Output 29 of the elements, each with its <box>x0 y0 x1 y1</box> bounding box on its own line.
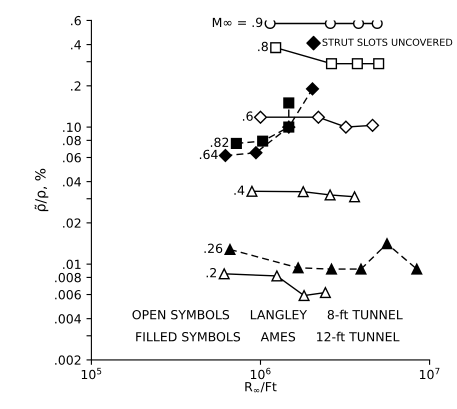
y-tick-label: .10 <box>63 122 81 132</box>
y-tick-label: .002 <box>55 355 80 365</box>
series-label: .26 <box>204 244 222 254</box>
x-tick-label: 10$^{6}$ <box>250 368 271 380</box>
series-label: .2 <box>206 268 216 278</box>
series-label: .82 <box>210 138 228 148</box>
series-label: .64 <box>200 150 218 160</box>
y-tick-label: .4 <box>71 40 81 50</box>
y-axis-title: ρ̃/ρ, % <box>34 168 48 212</box>
x-tick-label: 10$^{5}$ <box>82 368 102 380</box>
series-label: .8 <box>258 42 268 52</box>
y-tick-label: .2 <box>71 81 80 91</box>
series-label: STRUT SLOTS UNCOVERED <box>322 38 452 46</box>
y-tick-label: .02 <box>63 218 80 228</box>
series-label: .6 <box>242 111 253 121</box>
series-label: .4 <box>234 186 244 195</box>
annotation: FILLED SYMBOLS AMES 12-ft TUNNEL <box>136 332 400 342</box>
x-axis-title: R$_{∞}$/Ft <box>245 382 277 392</box>
x-tick-label: 10$^{7}$ <box>420 368 440 380</box>
annotation: OPEN SYMBOLS LANGLEY 8-ft TUNNEL <box>132 310 403 320</box>
y-tick-label: .6 <box>71 16 81 26</box>
y-tick-label: .06 <box>63 152 81 162</box>
y-tick-label: .008 <box>55 272 81 282</box>
y-tick-label: .04 <box>63 177 81 187</box>
y-tick-label: .08 <box>63 136 81 146</box>
series-label: M∞ = .9 <box>212 18 262 28</box>
y-tick-label: .004 <box>55 314 81 324</box>
y-tick-label: .01 <box>63 260 81 270</box>
y-tick-label: .006 <box>55 290 81 300</box>
